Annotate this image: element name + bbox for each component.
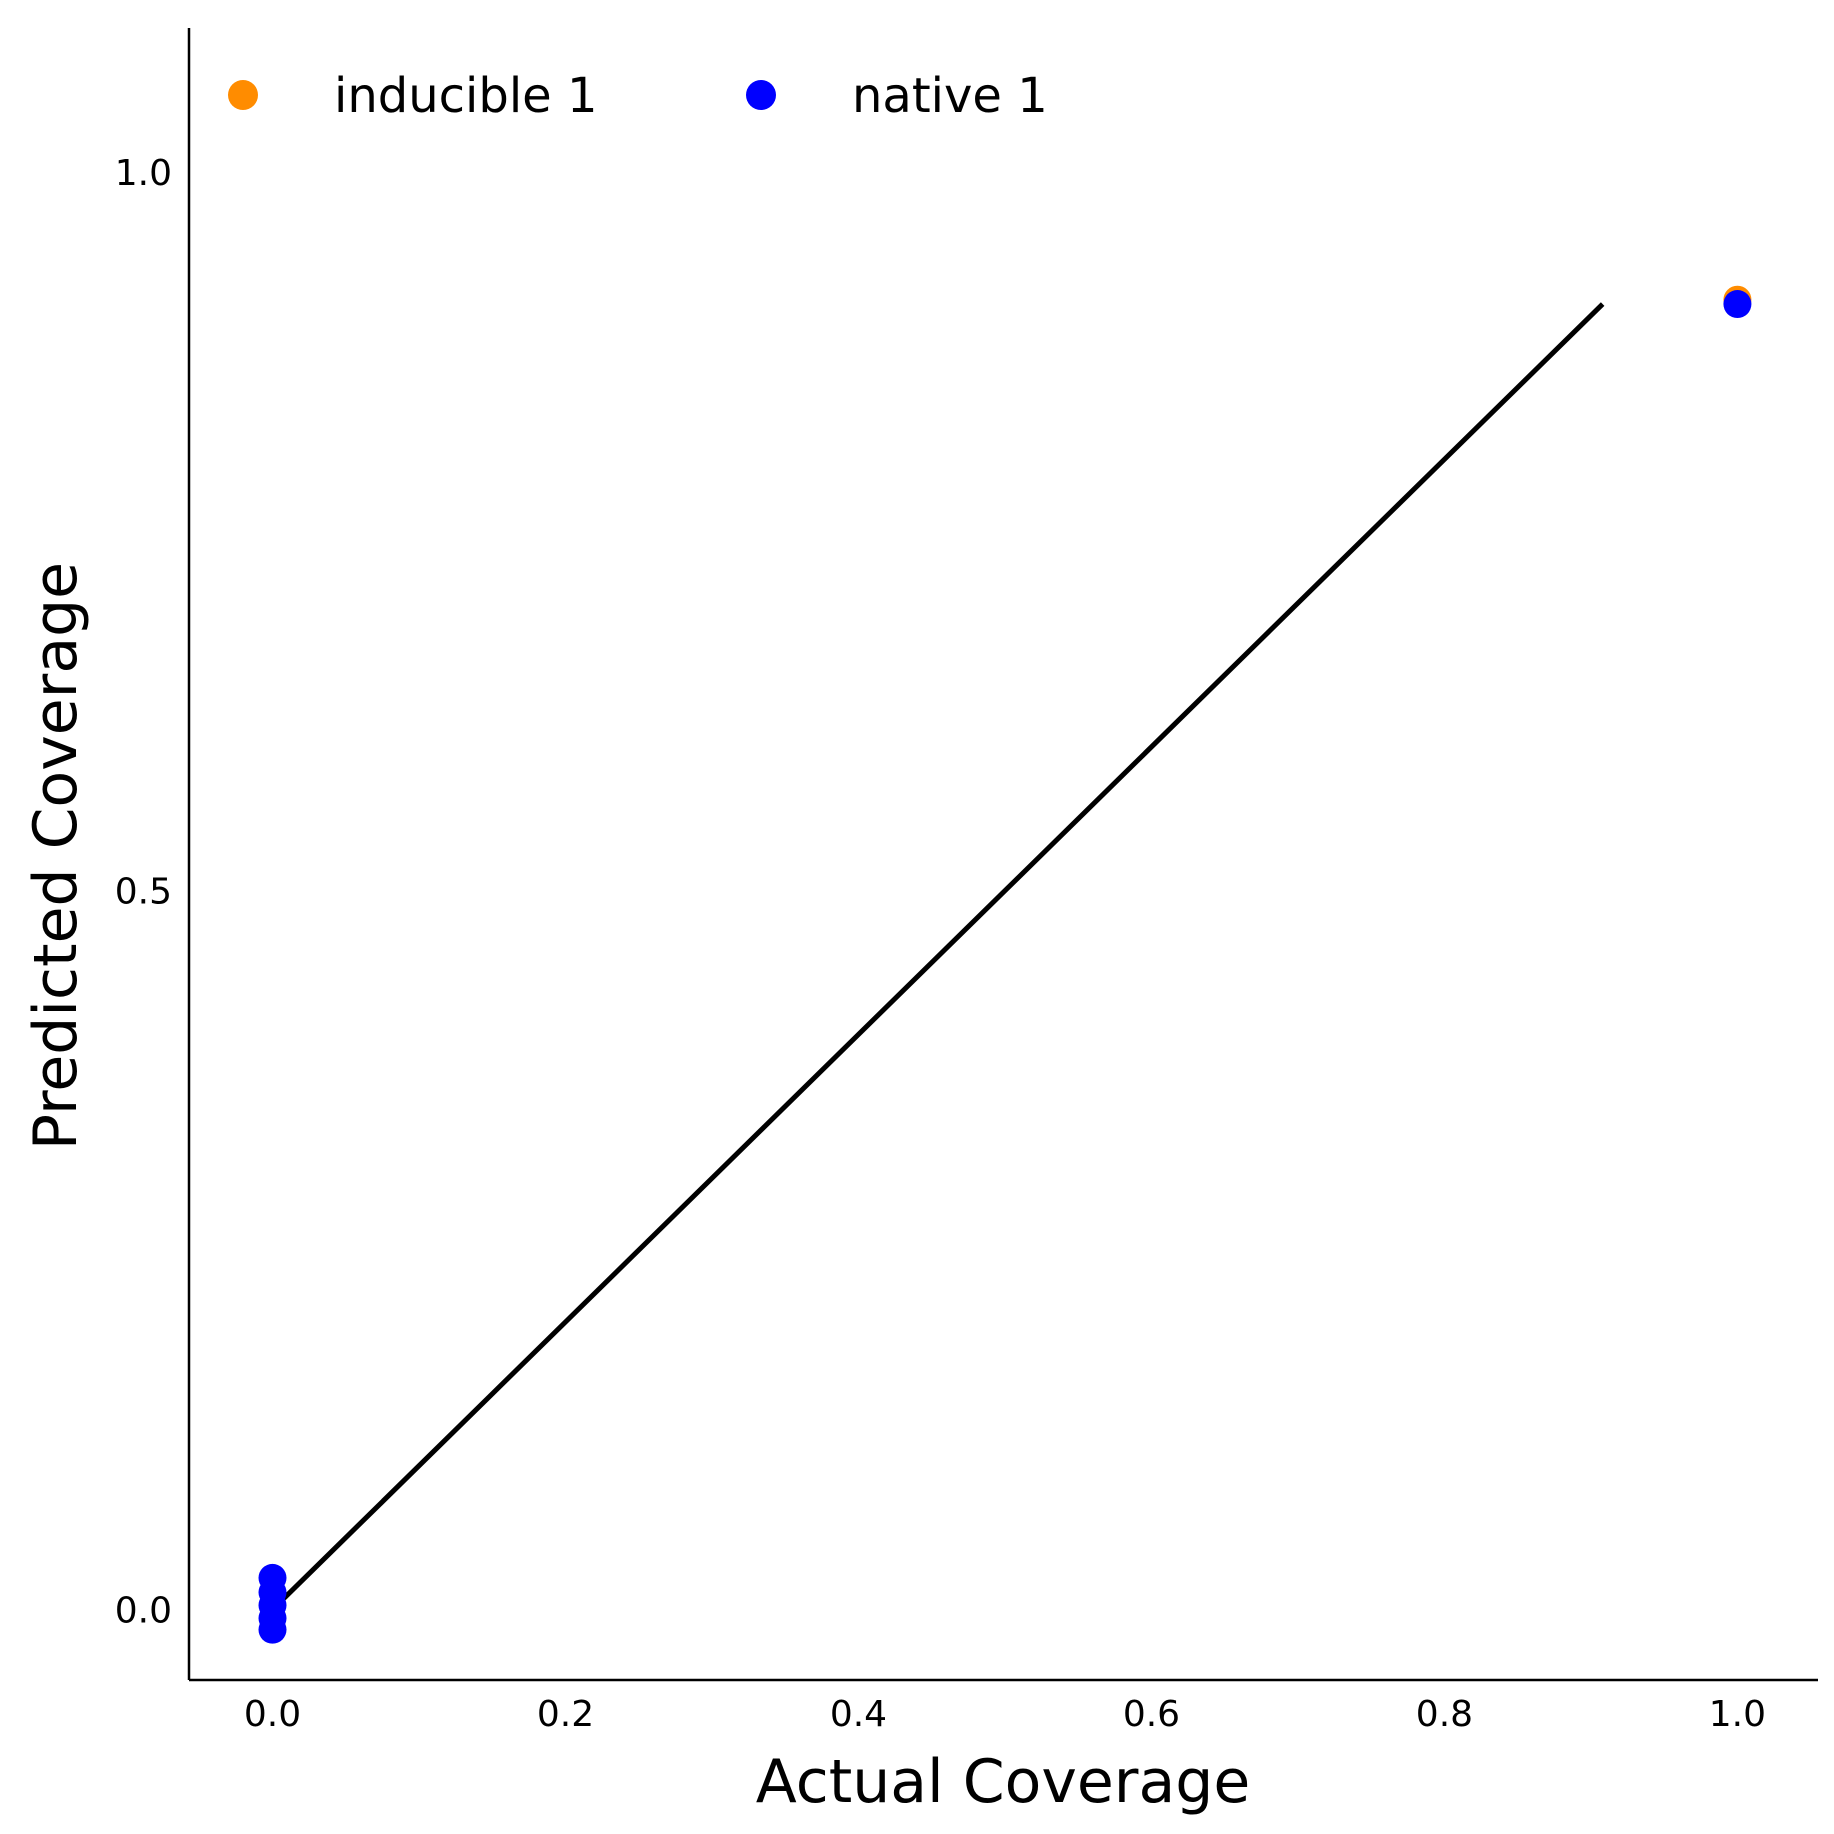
y-tick-label: 0.5 (115, 872, 172, 913)
x-axis-label: Actual Coverage (756, 1747, 1251, 1817)
y-tick-label: 1.0 (115, 153, 172, 194)
point-series-1-0 (1723, 290, 1752, 319)
x-tick-label: 0.0 (244, 1694, 301, 1735)
legend-marker (746, 80, 776, 110)
x-tick-label: 0.6 (1123, 1694, 1180, 1735)
x-tick-label: 1.0 (1709, 1694, 1766, 1735)
legend-label: inducible 1 (334, 68, 598, 124)
x-tick-label: 0.4 (830, 1694, 887, 1735)
point-series-1-5 (258, 1615, 287, 1644)
y-tick-label: 0.0 (115, 1591, 172, 1632)
x-tick-labels: 0.0 0.2 0.4 0.6 0.8 1.0 (244, 1694, 1766, 1735)
legend: inducible 1 native 1 (228, 68, 1048, 124)
legend-marker (228, 80, 258, 110)
x-tick-label: 0.8 (1416, 1694, 1473, 1735)
x-tick-label: 0.2 (537, 1694, 594, 1735)
points-layer (258, 285, 1752, 1644)
y-axis-label: Predicted Coverage (21, 562, 91, 1150)
reference-line-layer (270, 302, 1605, 1612)
reference-line (270, 302, 1605, 1612)
legend-label: native 1 (852, 68, 1048, 124)
y-tick-labels: 0.0 0.5 1.0 (115, 153, 172, 1632)
